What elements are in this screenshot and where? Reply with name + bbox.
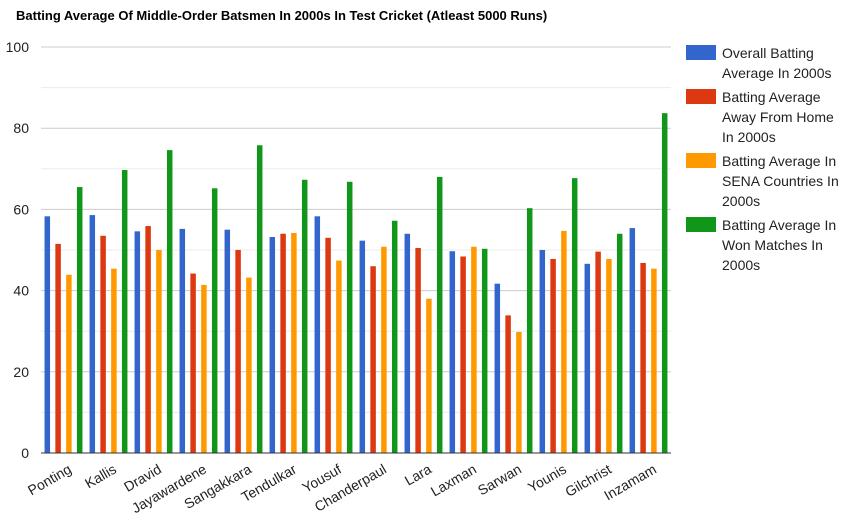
legend-label: Batting Average In SENA Countries In 2000s: [722, 153, 839, 209]
bar: [460, 256, 466, 453]
bar: [471, 246, 477, 453]
legend-swatch: [686, 45, 716, 60]
bar: [661, 113, 668, 453]
legend-swatch: [686, 153, 716, 168]
x-tick-label: Inzamam: [601, 461, 659, 504]
bars: [41, 113, 671, 454]
bar: [481, 248, 488, 453]
bar: [76, 187, 83, 453]
bar: [291, 232, 297, 453]
legend-swatch: [686, 217, 716, 232]
bar: [550, 258, 556, 453]
bar: [584, 263, 591, 453]
bar: [640, 262, 646, 453]
x-tick-label: Sarwan: [475, 461, 524, 499]
legend-item: Batting Average In Won Matches In 2000s: [686, 217, 836, 273]
bar: [156, 250, 162, 453]
bar: [651, 268, 657, 453]
bar: [66, 274, 72, 453]
bar: [201, 284, 207, 453]
y-tick-label: 80: [13, 120, 29, 136]
bar: [595, 251, 601, 453]
y-tick-label: 40: [13, 283, 29, 299]
bar: [301, 179, 308, 453]
bar: [111, 268, 117, 453]
bar: [256, 145, 263, 453]
bar: [494, 283, 501, 453]
bar: [325, 237, 331, 453]
bar: [314, 216, 321, 453]
bar: [280, 233, 286, 453]
bar: [526, 208, 533, 453]
bar: [381, 246, 387, 453]
bar: [391, 220, 398, 453]
bar: [505, 315, 511, 453]
x-tick-label: Laxman: [428, 461, 479, 500]
y-axis-ticks: 0 20 40 60 80 100: [6, 39, 30, 461]
bar: [449, 251, 456, 453]
y-tick-label: 20: [13, 364, 29, 380]
bar: [359, 240, 366, 453]
bar: [404, 233, 411, 453]
bar: [211, 188, 218, 453]
bar: [571, 178, 578, 453]
legend-item: Batting Average Away From Home In 2000s: [686, 89, 834, 145]
bar: [436, 176, 443, 454]
bar: [166, 150, 173, 453]
x-axis-ticks: Ponting Kallis DravidJayawardeneSangakkara…: [25, 461, 659, 517]
bar: [44, 216, 51, 453]
bar: [224, 229, 231, 453]
bar: [370, 266, 376, 453]
legend-item: Overall Batting Average In 2000s: [686, 45, 832, 81]
x-tick-label: Younis: [525, 461, 569, 496]
legend-label: Batting Average Away From Home In 2000s: [722, 89, 834, 145]
y-tick-label: 100: [6, 39, 30, 55]
y-tick-label: 60: [13, 201, 29, 217]
bar: [190, 273, 196, 453]
bar: [606, 258, 612, 453]
bar: [561, 230, 567, 453]
bar: [55, 243, 61, 453]
bar: [415, 247, 421, 453]
legend-item: Batting Average In SENA Countries In 2000s: [686, 153, 839, 209]
bar: [235, 250, 241, 453]
bar: [539, 250, 546, 453]
bar: [616, 233, 623, 453]
bar: [426, 298, 432, 453]
bar: [134, 231, 141, 453]
legend: Overall Batting Average In 2000s Batting A…: [686, 45, 839, 273]
bar: [89, 215, 96, 453]
bar: [121, 170, 128, 453]
bar: [246, 277, 252, 453]
legend-label: Overall Batting Average In 2000s: [722, 45, 832, 81]
bar: [629, 228, 636, 453]
bar: [336, 260, 342, 453]
bar: [179, 228, 186, 453]
x-tick-label: Ponting: [25, 461, 74, 499]
bar: [516, 332, 522, 453]
chart-title: Batting Average Of Middle-Order Batsmen …: [16, 8, 547, 23]
y-tick-label: 0: [21, 445, 29, 461]
bar: [269, 237, 276, 453]
legend-swatch: [686, 89, 716, 104]
bar: [346, 181, 353, 454]
bar: [145, 226, 151, 453]
bar: [100, 235, 106, 453]
legend-label: Batting Average In Won Matches In 2000s: [722, 217, 836, 273]
x-tick-label: Kallis: [82, 461, 119, 492]
